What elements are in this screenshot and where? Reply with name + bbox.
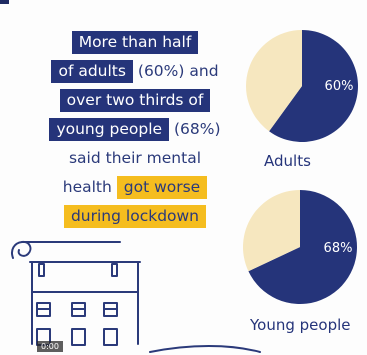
highlight-during-lockdown: during lockdown	[63, 205, 207, 228]
text-line-4: young people (68%)	[22, 115, 248, 144]
adults-pie-slice-1	[269, 30, 358, 142]
text-said-mental: said their mental	[68, 149, 202, 167]
text-line-7: during lockdown	[22, 202, 248, 231]
highlight-more-than-half: More than half	[71, 31, 199, 54]
young-people-pie-value-label: 68%	[324, 241, 353, 256]
highlight-young-people: young people	[49, 118, 170, 141]
video-time-badge: 0:00	[37, 341, 63, 352]
adults-pie-chart: 60%	[246, 30, 358, 142]
text-line-1: More than half	[22, 28, 248, 57]
corner-mark	[0, 0, 9, 4]
statement-text: More than half of adults (60%) and over …	[22, 28, 248, 231]
text-line-2: of adults (60%) and	[22, 57, 248, 86]
young-people-pie-slice-2	[243, 189, 300, 272]
text-line-3: over two thirds of	[22, 86, 248, 115]
young-people-chart-title: Young people	[250, 316, 351, 334]
adults-chart-title: Adults	[264, 152, 311, 170]
text-health: health	[62, 178, 117, 196]
adults-pie-slice-2	[246, 30, 302, 132]
text-young-percent: (68%)	[169, 120, 221, 138]
text-line-6: health got worse	[22, 173, 248, 202]
young-people-pie-chart: 68%	[243, 189, 357, 304]
highlight-of-adults: of adults	[51, 60, 133, 83]
terrace-houses-illustration	[11, 240, 261, 353]
highlight-got-worse: got worse	[116, 176, 208, 199]
adults-pie-value-label: 60%	[325, 79, 354, 94]
highlight-over-two-thirds: over two thirds of	[59, 89, 211, 112]
young-people-pie-slice-1	[248, 190, 357, 304]
text-line-5: said their mental	[22, 144, 248, 173]
text-adults-percent: (60%) and	[132, 62, 219, 80]
